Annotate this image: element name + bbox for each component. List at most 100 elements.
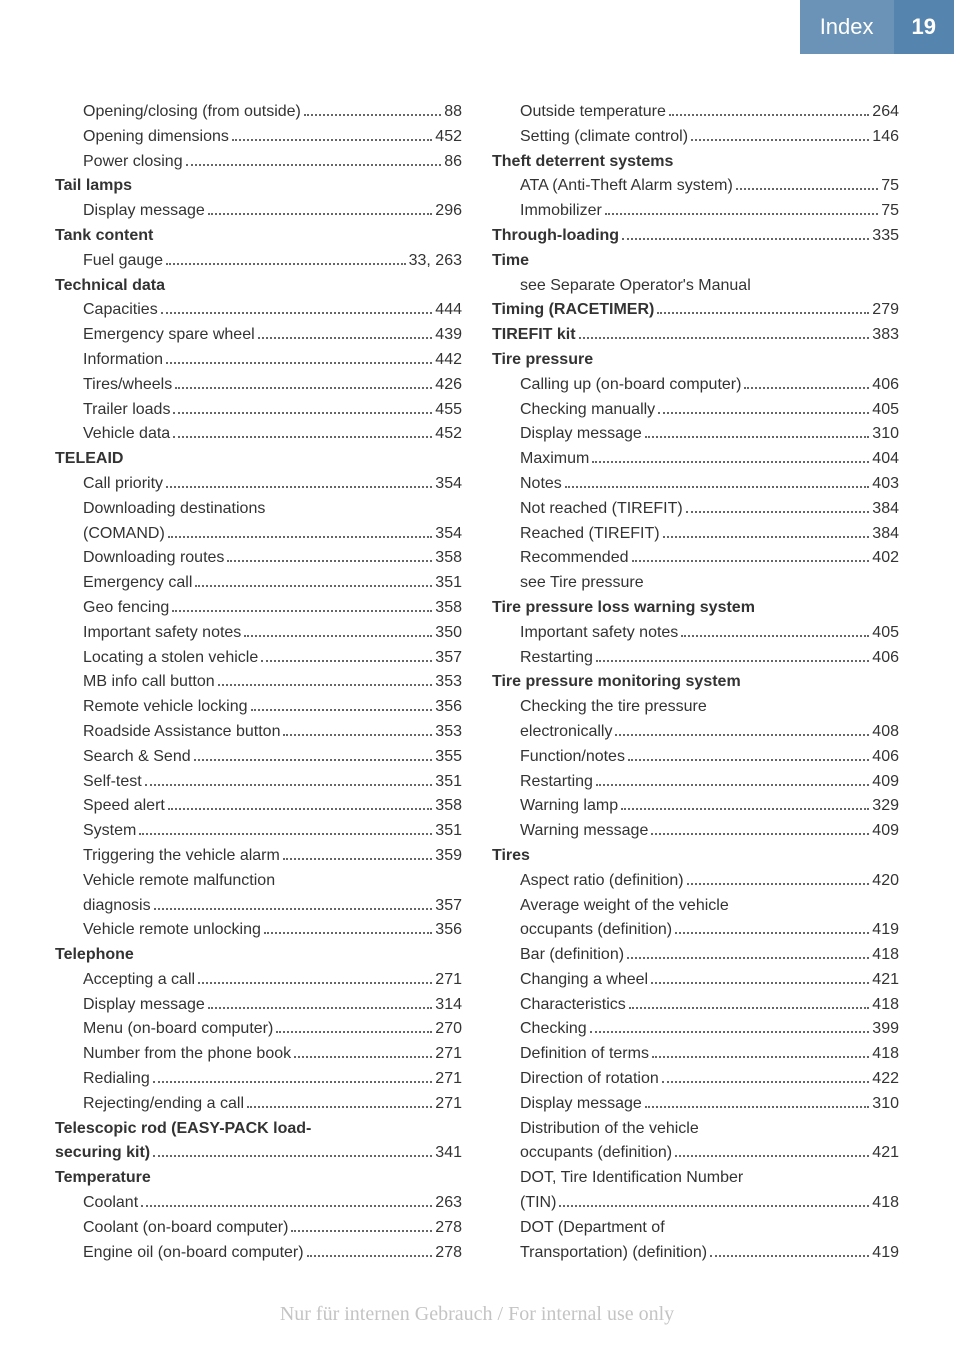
index-entry: Tires/wheels426 <box>55 373 462 398</box>
leader-dots <box>168 808 432 810</box>
leader-dots <box>283 858 432 860</box>
entry-label: Bar (definition) <box>520 943 624 968</box>
entry-page: 356 <box>435 695 462 720</box>
entry-page: 314 <box>435 993 462 1018</box>
index-entry: Timing (RACETIMER)279 <box>492 298 899 323</box>
index-entry: Calling up (on-board computer)406 <box>492 373 899 398</box>
entry-label: Timing (RACETIMER) <box>492 298 654 323</box>
entry-page: 351 <box>435 770 462 795</box>
entry-label: Theft deterrent systems <box>492 150 673 175</box>
index-entry: Maximum404 <box>492 447 899 472</box>
entry-page: 350 <box>435 621 462 646</box>
index-entry: securing kit)341 <box>55 1141 462 1166</box>
entry-label: Search & Send <box>83 745 191 770</box>
entry-page: 33, 263 <box>409 249 462 274</box>
index-entry: Number from the phone book271 <box>55 1042 462 1067</box>
index-entry: Vehicle remote malfunction <box>55 869 462 894</box>
leader-dots <box>605 213 878 215</box>
entry-page: 405 <box>872 398 899 423</box>
index-entry: Accepting a call271 <box>55 968 462 993</box>
leader-dots <box>645 436 869 438</box>
entry-page: 419 <box>872 918 899 943</box>
entry-page: 354 <box>435 522 462 547</box>
entry-label: Triggering the vehicle alarm <box>83 844 280 869</box>
index-entry: Definition of terms418 <box>492 1042 899 1067</box>
leader-dots <box>145 784 433 786</box>
leader-dots <box>651 833 869 835</box>
leader-dots <box>218 684 433 686</box>
index-entry: Immobilizer75 <box>492 199 899 224</box>
entry-label: Accepting a call <box>83 968 195 993</box>
entry-page: 406 <box>872 373 899 398</box>
index-entry: Call priority354 <box>55 472 462 497</box>
entry-label: Speed alert <box>83 794 165 819</box>
entry-page: 271 <box>435 1092 462 1117</box>
entry-page: 358 <box>435 794 462 819</box>
entry-label: Roadside Assistance button <box>83 720 280 745</box>
entry-label: Emergency call <box>83 571 192 596</box>
index-entry: Notes403 <box>492 472 899 497</box>
entry-label: Menu (on-board computer) <box>83 1017 273 1042</box>
leader-dots <box>662 1081 870 1083</box>
index-entry: Tire pressure loss warning system <box>492 596 899 621</box>
index-entry: Speed alert 358 <box>55 794 462 819</box>
entry-label: Immobilizer <box>520 199 602 224</box>
entry-label: Through-loading <box>492 224 619 249</box>
index-entry: Vehicle data452 <box>55 422 462 447</box>
entry-label: Vehicle remote malfunction <box>83 869 275 894</box>
entry-label: Function/notes <box>520 745 625 770</box>
leader-dots <box>628 759 869 761</box>
leader-dots <box>232 139 432 141</box>
index-entry: TIREFIT kit383 <box>492 323 899 348</box>
entry-label: Outside temperature <box>520 100 666 125</box>
index-entry: DOT, Tire Identification Number <box>492 1166 899 1191</box>
entry-label: Tires <box>492 844 530 869</box>
entry-label: (TIN) <box>520 1191 556 1216</box>
index-entry: Opening/closing (from outside)88 <box>55 100 462 125</box>
index-entry: Restarting409 <box>492 770 899 795</box>
index-entry: Coolant263 <box>55 1191 462 1216</box>
entry-page: 329 <box>872 794 899 819</box>
index-entry: (TIN)418 <box>492 1191 899 1216</box>
leader-dots <box>559 1205 869 1207</box>
entry-page: 353 <box>435 720 462 745</box>
entry-label: Temperature <box>55 1166 151 1191</box>
leader-dots <box>307 1255 433 1257</box>
entry-label: Capacities <box>83 298 158 323</box>
entry-label: TELEAID <box>55 447 123 472</box>
index-entry: Tires <box>492 844 899 869</box>
leader-dots <box>645 1106 869 1108</box>
entry-page: 353 <box>435 670 462 695</box>
leader-dots <box>596 784 869 786</box>
index-entry: Display message314 <box>55 993 462 1018</box>
leader-dots <box>291 1230 432 1232</box>
entry-label: Reached (TIREFIT) <box>520 522 660 547</box>
entry-label: Vehicle remote unlocking <box>83 918 261 943</box>
leader-dots <box>166 263 406 265</box>
entry-label: Downloading destinations <box>83 497 265 522</box>
entry-page: 264 <box>872 100 899 125</box>
index-entry: ATA (Anti-Theft Alarm system)75 <box>492 174 899 199</box>
leader-dots <box>195 585 432 587</box>
index-entry: Power closing86 <box>55 150 462 175</box>
entry-page: 278 <box>435 1241 462 1266</box>
leader-dots <box>710 1255 869 1257</box>
entry-page: 399 <box>872 1017 899 1042</box>
entry-label: occupants (definition) <box>520 918 672 943</box>
entry-page: 452 <box>435 125 462 150</box>
index-entry: Time <box>492 249 899 274</box>
index-entry: Technical data <box>55 274 462 299</box>
entry-label: Geo fencing <box>83 596 169 621</box>
index-entry: Average weight of the vehicle <box>492 894 899 919</box>
index-entry: Downloading destinations <box>55 497 462 522</box>
entry-label: Tire pressure <box>492 348 593 373</box>
leader-dots <box>294 1056 432 1058</box>
index-entry: MB info call button353 <box>55 670 462 695</box>
index-entry: Restarting406 <box>492 646 899 671</box>
entry-label: Warning message <box>520 819 648 844</box>
entry-page: 455 <box>435 398 462 423</box>
index-entry: Changing a wheel421 <box>492 968 899 993</box>
leader-dots <box>166 362 432 364</box>
leader-dots <box>632 560 870 562</box>
entry-page: 359 <box>435 844 462 869</box>
